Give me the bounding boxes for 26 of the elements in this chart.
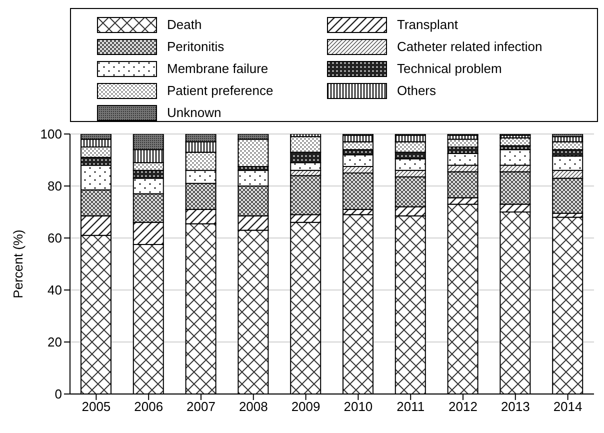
y-tick-label: 80 (48, 178, 62, 194)
x-tick-label: 2006 (134, 399, 164, 414)
legend-label: Peritonitis (167, 39, 224, 54)
y-tick-label: 0 (54, 386, 62, 402)
y-tick-label: 60 (48, 230, 62, 246)
y-tick-label: 20 (48, 334, 62, 350)
x-tick-label: 2008 (238, 399, 268, 414)
y-tick-label: 40 (48, 282, 62, 298)
legend-label: Death (167, 17, 202, 32)
x-tick-label: 2005 (82, 399, 111, 414)
x-tick-label: 2010 (344, 399, 373, 414)
y-tick-label: 100 (40, 126, 62, 142)
legend-label: Others (397, 83, 436, 98)
x-tick-label: 2014 (553, 399, 582, 414)
legend-label: Membrane failure (167, 61, 268, 76)
x-tick-label: 2007 (186, 399, 216, 414)
x-tick-label: 2013 (500, 399, 530, 414)
x-tick-label: 2011 (396, 399, 425, 414)
legend-label: Unknown (167, 105, 222, 120)
x-tick-label: 2009 (291, 399, 320, 414)
legend-label: Catheter related infection (397, 39, 542, 54)
legend-label: Patient preference (167, 83, 274, 98)
legend-label: Transplant (397, 17, 458, 32)
x-tick-label: 2012 (448, 399, 478, 414)
legend-label: Technical problem (397, 61, 502, 76)
y-axis-title: Percent (%) (10, 230, 26, 298)
